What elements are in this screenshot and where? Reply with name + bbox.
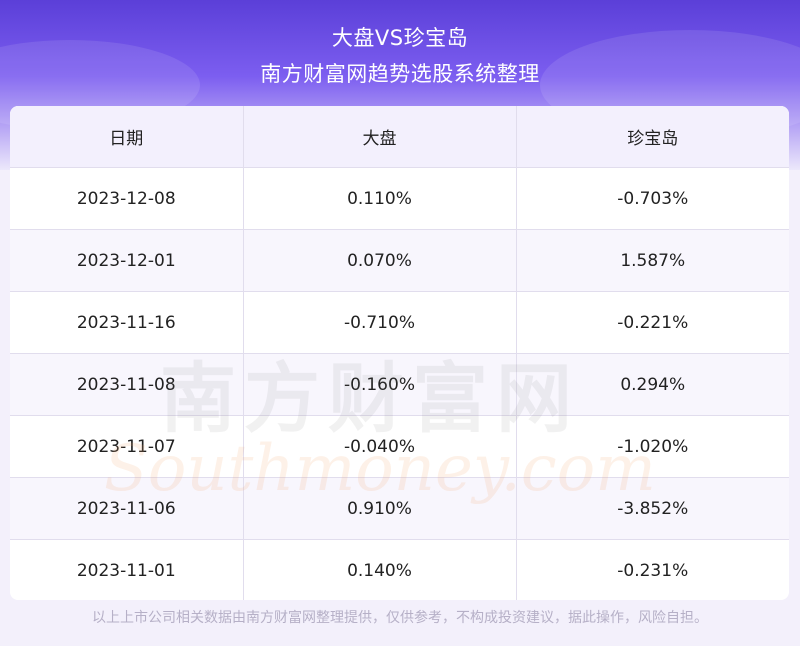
table-row: 2023-12-08 0.110% -0.703% xyxy=(10,167,789,230)
table-row: 2023-12-01 0.070% 1.587% xyxy=(10,229,789,292)
cell-date: 2023-11-08 xyxy=(10,353,244,416)
cell-date: 2023-11-01 xyxy=(10,539,244,600)
table-row: 2023-11-01 0.140% -0.231% xyxy=(10,539,789,600)
table-row: 2023-11-07 -0.040% -1.020% xyxy=(10,415,789,478)
cell-market-change: -0.160% xyxy=(243,353,517,416)
table-header-row: 日期 大盘 珍宝岛 xyxy=(10,106,789,168)
cell-stock-change: -1.020% xyxy=(516,415,789,478)
cell-market-change: 0.070% xyxy=(243,229,517,292)
column-header-date: 日期 xyxy=(10,106,244,168)
cell-date: 2023-11-07 xyxy=(10,415,244,478)
cell-date: 2023-11-06 xyxy=(10,477,244,540)
cell-date: 2023-11-16 xyxy=(10,291,244,354)
data-table-card: 日期 大盘 珍宝岛 2023-12-08 0.110% -0.703% 2023… xyxy=(10,106,789,600)
cell-market-change: 0.910% xyxy=(243,477,517,540)
column-header-stock: 珍宝岛 xyxy=(516,106,789,168)
page-subtitle: 南方财富网趋势选股系统整理 xyxy=(260,62,540,86)
cell-market-change: 0.140% xyxy=(243,539,517,600)
page-title: 大盘VS珍宝岛 xyxy=(331,26,469,50)
column-header-market: 大盘 xyxy=(243,106,517,168)
cell-market-change: 0.110% xyxy=(243,167,517,230)
cell-stock-change: 0.294% xyxy=(516,353,789,416)
cell-stock-change: -0.231% xyxy=(617,560,689,581)
disclaimer-footer: 以上上市公司相关数据由南方财富网整理提供，仅供参考，不构成投资建议，据此操作，风… xyxy=(92,610,708,626)
cell-date: 2023-12-01 xyxy=(10,229,244,292)
table-row: 2023-11-08 -0.160% 0.294% xyxy=(10,353,789,416)
cell-stock-change: -0.221% xyxy=(516,291,789,354)
cell-stock-change: -0.703% xyxy=(516,167,789,230)
cell-stock-change: -3.852% xyxy=(516,477,789,540)
cell-stock-change: 1.587% xyxy=(516,229,789,292)
table-row: 2023-11-16 -0.710% -0.221% xyxy=(10,291,789,354)
table-row: 2023-11-06 0.910% -3.852% xyxy=(10,477,789,540)
cell-market-change: -0.040% xyxy=(243,415,517,478)
cell-date: 2023-12-08 xyxy=(10,167,244,230)
comparison-table: 日期 大盘 珍宝岛 2023-12-08 0.110% -0.703% 2023… xyxy=(10,106,789,600)
cell-market-change: -0.710% xyxy=(243,291,517,354)
